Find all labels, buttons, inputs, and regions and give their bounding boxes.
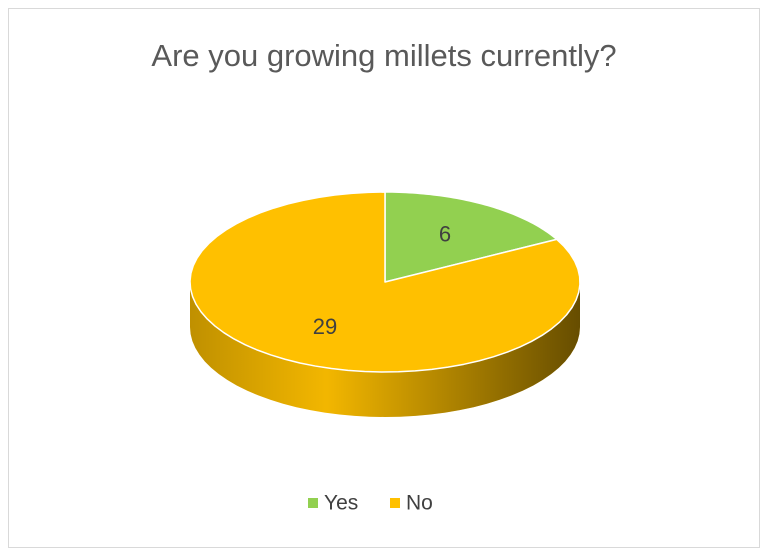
plot-area: 6 29: [189, 191, 581, 417]
legend-label: Yes: [324, 492, 358, 515]
data-label: 6: [439, 221, 451, 246]
legend-swatch: [308, 498, 318, 508]
chart-title: Are you growing millets currently?: [151, 38, 616, 73]
slice: [189, 191, 581, 373]
data-label: 29: [313, 314, 337, 339]
slice-side-shade: [190, 282, 580, 417]
legend-swatch: [390, 498, 400, 508]
slice: [384, 191, 558, 283]
legend: Yes No: [308, 492, 433, 515]
legend-label: No: [406, 492, 433, 515]
